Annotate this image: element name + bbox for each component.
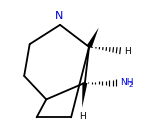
Text: N: N: [55, 11, 63, 21]
Polygon shape: [82, 83, 87, 108]
Text: 2: 2: [128, 82, 132, 88]
Text: H: H: [124, 47, 131, 56]
Text: NH: NH: [120, 78, 134, 87]
Text: H: H: [79, 112, 85, 121]
Polygon shape: [87, 28, 99, 48]
